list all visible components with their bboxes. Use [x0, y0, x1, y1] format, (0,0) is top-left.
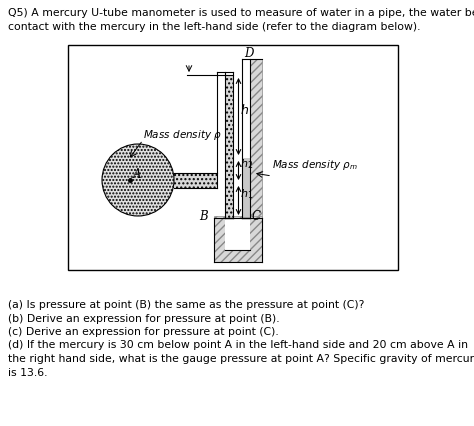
Bar	[225, 75, 233, 218]
Text: A: A	[133, 168, 142, 181]
Text: contact with the mercury in the left-hand side (refer to the diagram below).: contact with the mercury in the left-han…	[8, 22, 420, 32]
Text: Mass density $\rho$: Mass density $\rho$	[143, 128, 222, 142]
Circle shape	[102, 144, 174, 216]
Text: (d) If the mercury is 30 cm below point A in the left-hand side and 20 cm above : (d) If the mercury is 30 cm below point …	[8, 340, 468, 351]
Bar	[242, 158, 250, 218]
Text: Q5) A mercury U-tube manometer is used to measure of water in a pipe, the water : Q5) A mercury U-tube manometer is used t…	[8, 8, 474, 18]
Bar	[68, 45, 398, 270]
Text: is 13.6.: is 13.6.	[8, 368, 47, 377]
Bar	[172, 173, 217, 188]
Text: B: B	[199, 210, 208, 223]
Text: Mass density $\rho_m$: Mass density $\rho_m$	[272, 158, 358, 172]
Text: $h_2$: $h_2$	[240, 158, 254, 171]
Bar	[225, 218, 250, 250]
Text: the right hand side, what is the gauge pressure at point A? Specific gravity of : the right hand side, what is the gauge p…	[8, 354, 474, 364]
Text: (a) Is pressure at point (B) the same as the pressure at point (C)?: (a) Is pressure at point (B) the same as…	[8, 300, 365, 310]
Text: C: C	[252, 210, 261, 223]
Text: $h$: $h$	[240, 103, 250, 116]
Bar	[214, 216, 262, 262]
Bar	[250, 59, 262, 221]
Text: (c) Derive an expression for pressure at point (C).: (c) Derive an expression for pressure at…	[8, 327, 279, 337]
Text: (b) Derive an expression for pressure at point (B).: (b) Derive an expression for pressure at…	[8, 314, 280, 323]
Text: D: D	[244, 47, 254, 60]
Text: $h_1$: $h_1$	[240, 187, 254, 201]
